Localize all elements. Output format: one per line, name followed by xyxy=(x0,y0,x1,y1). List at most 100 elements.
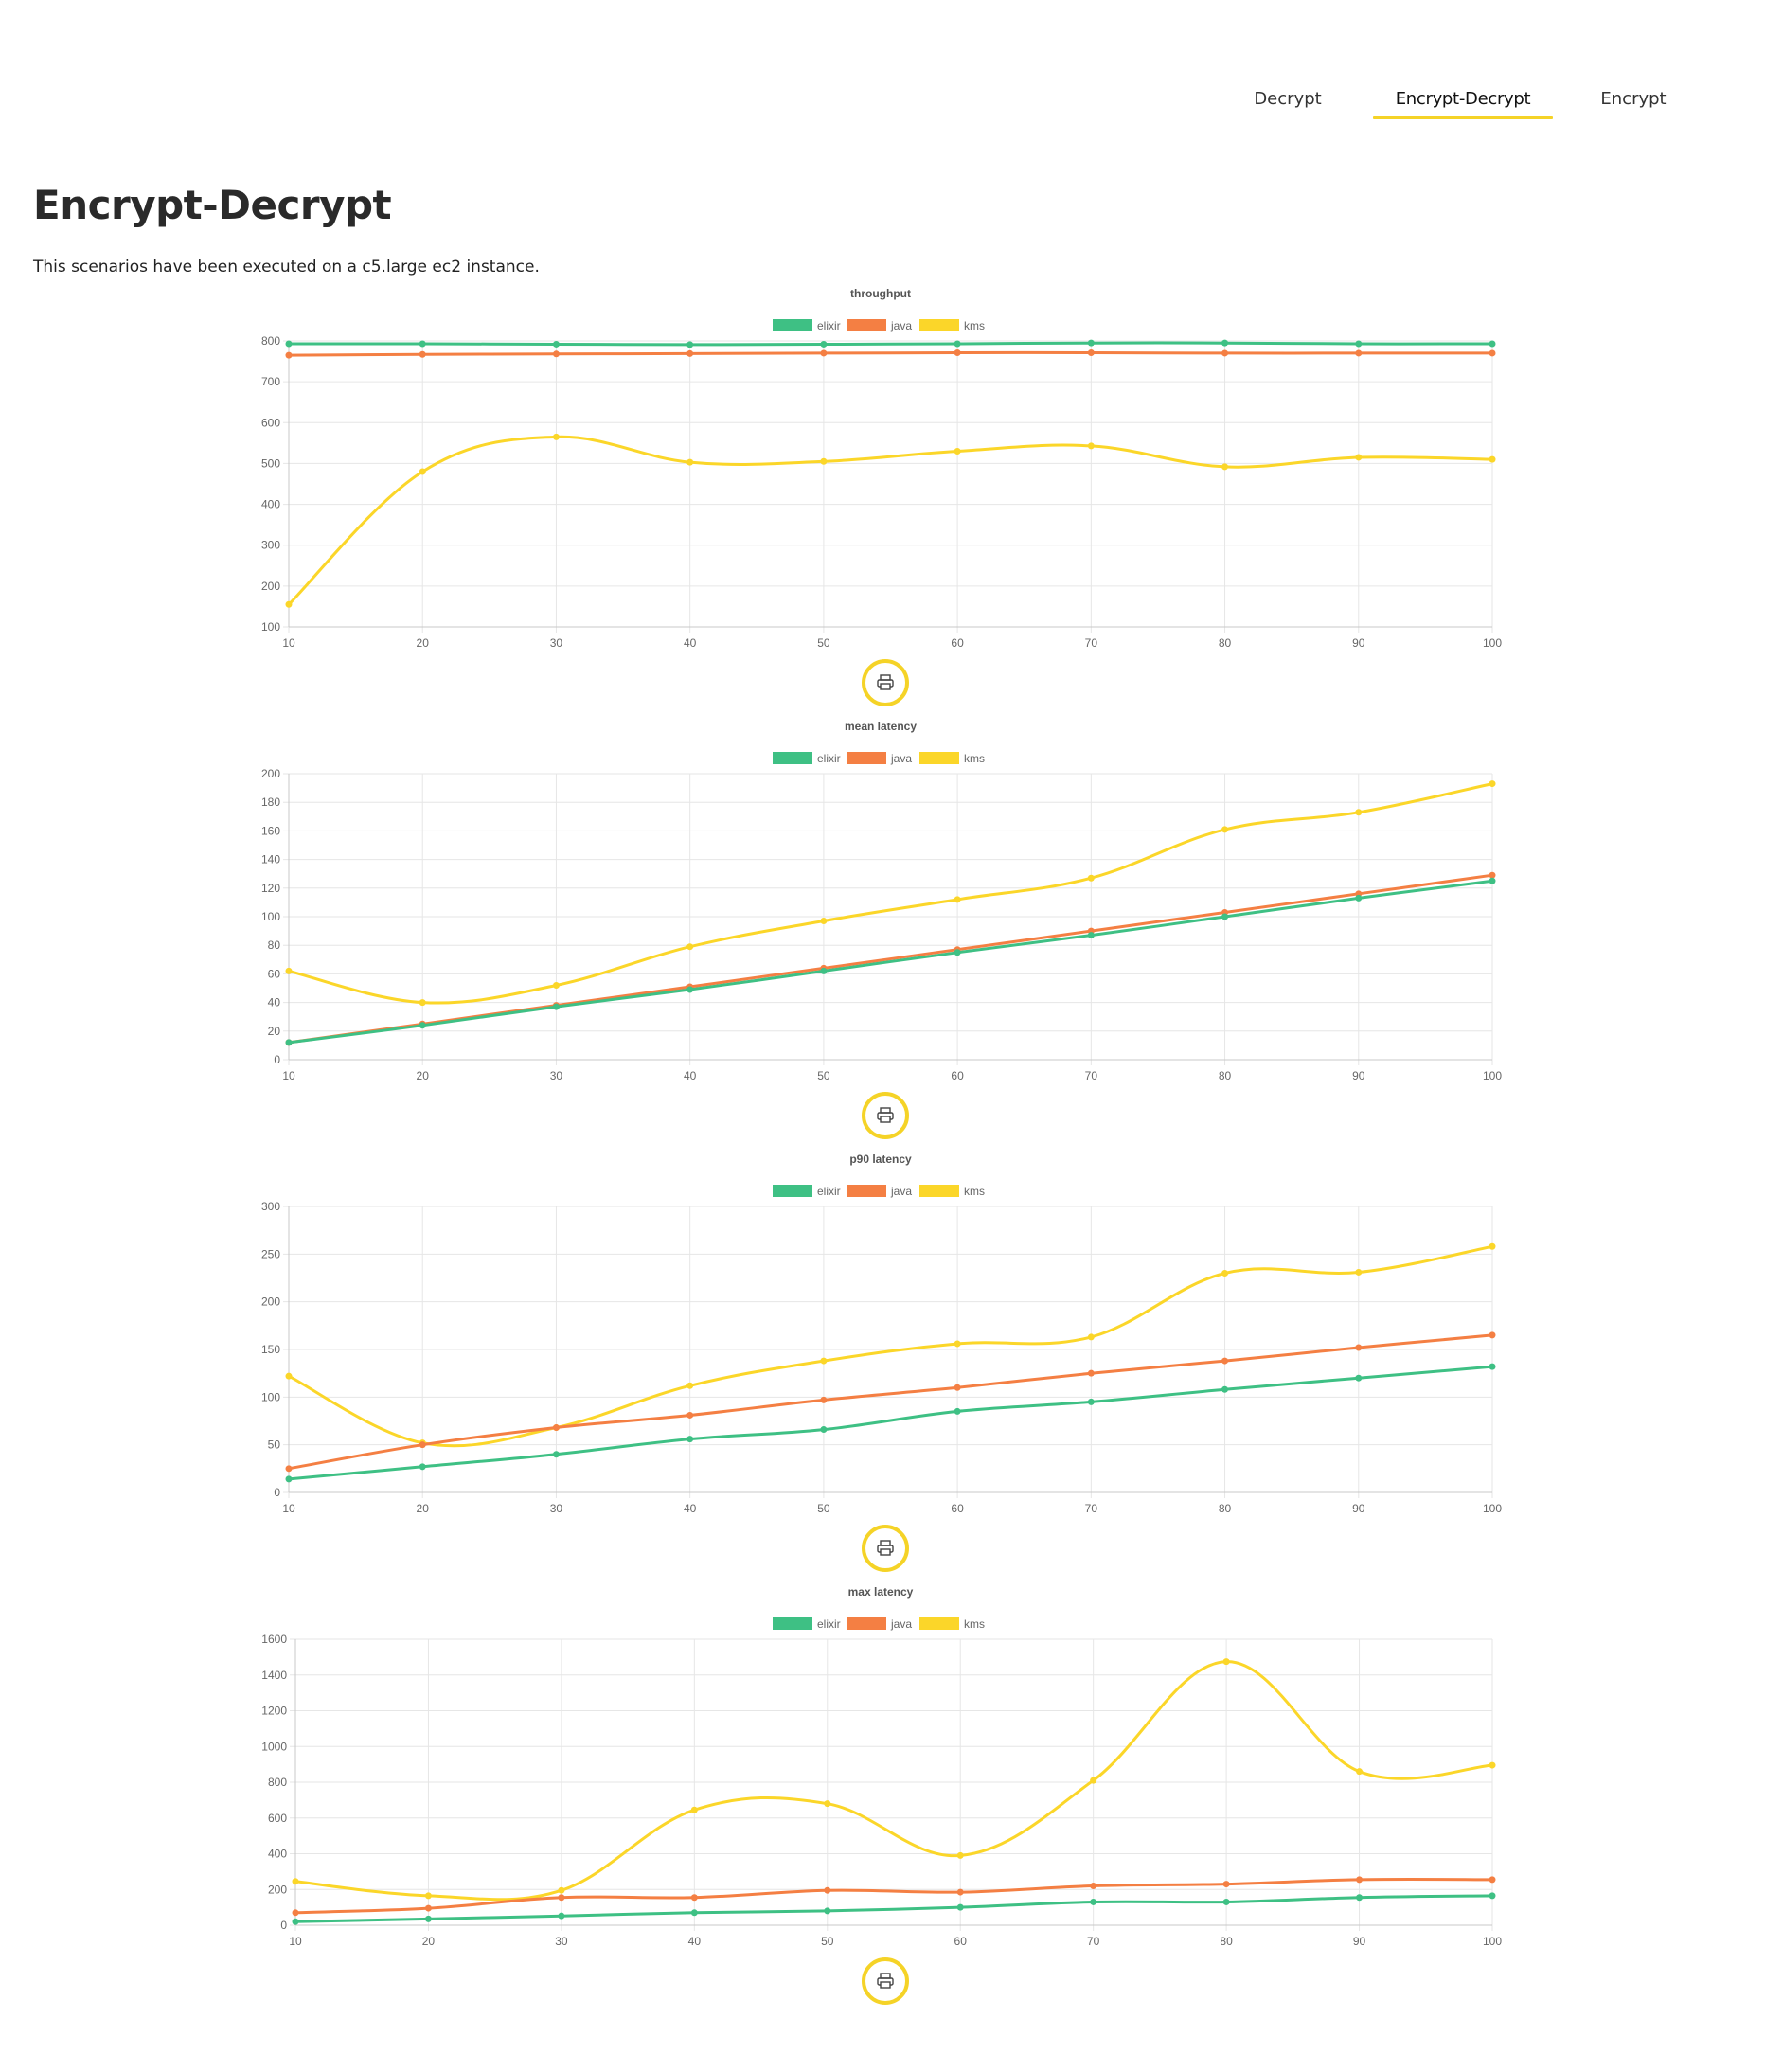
data-point-kms[interactable] xyxy=(1489,1761,1496,1769)
data-point-kms[interactable] xyxy=(1489,455,1496,463)
data-point-elixir[interactable] xyxy=(954,1407,961,1415)
legend-swatch-java[interactable] xyxy=(847,1185,886,1197)
data-point-java[interactable] xyxy=(558,1894,565,1902)
data-point-java[interactable] xyxy=(419,350,426,358)
data-point-kms[interactable] xyxy=(419,999,426,1007)
data-point-java[interactable] xyxy=(956,1888,964,1896)
data-point-kms[interactable] xyxy=(686,1382,694,1389)
data-point-kms[interactable] xyxy=(686,943,694,951)
data-point-kms[interactable] xyxy=(954,896,961,903)
data-point-java[interactable] xyxy=(1222,1881,1230,1888)
data-point-elixir[interactable] xyxy=(824,1907,831,1915)
data-point-java[interactable] xyxy=(824,1886,831,1894)
data-point-elixir[interactable] xyxy=(686,986,694,993)
data-point-elixir[interactable] xyxy=(552,1451,560,1458)
data-point-kms[interactable] xyxy=(1087,442,1095,450)
data-point-elixir[interactable] xyxy=(292,1918,299,1925)
data-point-kms[interactable] xyxy=(686,458,694,466)
data-point-elixir[interactable] xyxy=(558,1912,565,1920)
print-button[interactable] xyxy=(862,659,909,706)
data-point-elixir[interactable] xyxy=(1356,1894,1364,1902)
data-point-elixir[interactable] xyxy=(690,1909,698,1917)
data-point-java[interactable] xyxy=(1355,1344,1363,1351)
legend-swatch-kms[interactable] xyxy=(919,752,959,764)
data-point-elixir[interactable] xyxy=(1090,1898,1097,1905)
data-point-kms[interactable] xyxy=(1087,1333,1095,1341)
data-point-kms[interactable] xyxy=(419,468,426,475)
data-point-elixir[interactable] xyxy=(686,341,694,348)
data-point-java[interactable] xyxy=(552,350,560,358)
data-point-kms[interactable] xyxy=(820,1357,828,1365)
data-point-kms[interactable] xyxy=(552,433,560,440)
tab-encrypt-decrypt[interactable]: Encrypt-Decrypt xyxy=(1373,83,1553,119)
data-point-java[interactable] xyxy=(1356,1876,1364,1884)
data-point-elixir[interactable] xyxy=(1087,339,1095,347)
data-point-java[interactable] xyxy=(285,351,293,359)
data-point-kms[interactable] xyxy=(558,1886,565,1894)
data-point-elixir[interactable] xyxy=(820,967,828,974)
data-point-elixir[interactable] xyxy=(820,1426,828,1434)
data-point-kms[interactable] xyxy=(1087,874,1095,882)
data-point-elixir[interactable] xyxy=(1221,1385,1229,1393)
data-point-elixir[interactable] xyxy=(1087,932,1095,939)
data-point-elixir[interactable] xyxy=(820,340,828,348)
legend-label-kms[interactable]: kms xyxy=(964,319,985,332)
data-point-elixir[interactable] xyxy=(1355,894,1363,902)
legend-label-elixir[interactable]: elixir xyxy=(817,752,841,765)
data-point-elixir[interactable] xyxy=(1489,877,1496,884)
data-point-java[interactable] xyxy=(1087,1369,1095,1377)
legend-label-kms[interactable]: kms xyxy=(964,1185,985,1198)
data-point-java[interactable] xyxy=(1489,349,1496,357)
data-point-java[interactable] xyxy=(820,1396,828,1403)
data-point-java[interactable] xyxy=(1489,1331,1496,1339)
data-point-elixir[interactable] xyxy=(1222,1898,1230,1905)
data-point-java[interactable] xyxy=(1355,349,1363,357)
data-point-java[interactable] xyxy=(1087,349,1095,357)
legend-swatch-java[interactable] xyxy=(847,1617,886,1630)
data-point-java[interactable] xyxy=(686,349,694,357)
legend-swatch-kms[interactable] xyxy=(919,1617,959,1630)
data-point-kms[interactable] xyxy=(1090,1777,1097,1784)
data-point-kms[interactable] xyxy=(552,981,560,989)
data-point-java[interactable] xyxy=(424,1904,432,1912)
data-point-elixir[interactable] xyxy=(419,1022,426,1029)
data-point-elixir[interactable] xyxy=(1221,339,1229,347)
data-point-kms[interactable] xyxy=(956,1851,964,1859)
data-point-kms[interactable] xyxy=(824,1800,831,1808)
data-point-kms[interactable] xyxy=(1221,826,1229,833)
legend-swatch-elixir[interactable] xyxy=(773,319,812,331)
data-point-elixir[interactable] xyxy=(552,1003,560,1010)
data-point-elixir[interactable] xyxy=(1221,913,1229,920)
data-point-kms[interactable] xyxy=(1355,809,1363,816)
data-point-elixir[interactable] xyxy=(954,949,961,956)
data-point-java[interactable] xyxy=(1489,871,1496,879)
data-point-java[interactable] xyxy=(419,1441,426,1449)
data-point-java[interactable] xyxy=(686,1411,694,1419)
data-point-java[interactable] xyxy=(1221,1357,1229,1365)
legend-label-java[interactable]: java xyxy=(890,752,912,765)
data-point-kms[interactable] xyxy=(1355,1268,1363,1276)
legend-label-elixir[interactable]: elixir xyxy=(817,1185,841,1198)
tab-decrypt[interactable]: Decrypt xyxy=(1254,89,1322,109)
data-point-elixir[interactable] xyxy=(686,1436,694,1443)
data-point-elixir[interactable] xyxy=(424,1915,432,1922)
data-point-elixir[interactable] xyxy=(285,1475,293,1483)
legend-label-elixir[interactable]: elixir xyxy=(817,319,841,332)
data-point-java[interactable] xyxy=(1489,1876,1496,1884)
print-button[interactable] xyxy=(862,1957,909,2005)
data-point-kms[interactable] xyxy=(954,1340,961,1348)
data-point-kms[interactable] xyxy=(954,447,961,455)
legend-swatch-elixir[interactable] xyxy=(773,1617,812,1630)
legend-label-kms[interactable]: kms xyxy=(964,1617,985,1631)
legend-label-java[interactable]: java xyxy=(890,319,912,332)
legend-swatch-kms[interactable] xyxy=(919,319,959,331)
data-point-kms[interactable] xyxy=(1355,454,1363,461)
data-point-java[interactable] xyxy=(954,1384,961,1391)
data-point-kms[interactable] xyxy=(690,1806,698,1813)
data-point-elixir[interactable] xyxy=(285,340,293,348)
data-point-elixir[interactable] xyxy=(956,1903,964,1911)
data-point-kms[interactable] xyxy=(285,967,293,974)
data-point-java[interactable] xyxy=(690,1894,698,1902)
data-point-kms[interactable] xyxy=(1222,1658,1230,1666)
legend-swatch-elixir[interactable] xyxy=(773,1185,812,1197)
